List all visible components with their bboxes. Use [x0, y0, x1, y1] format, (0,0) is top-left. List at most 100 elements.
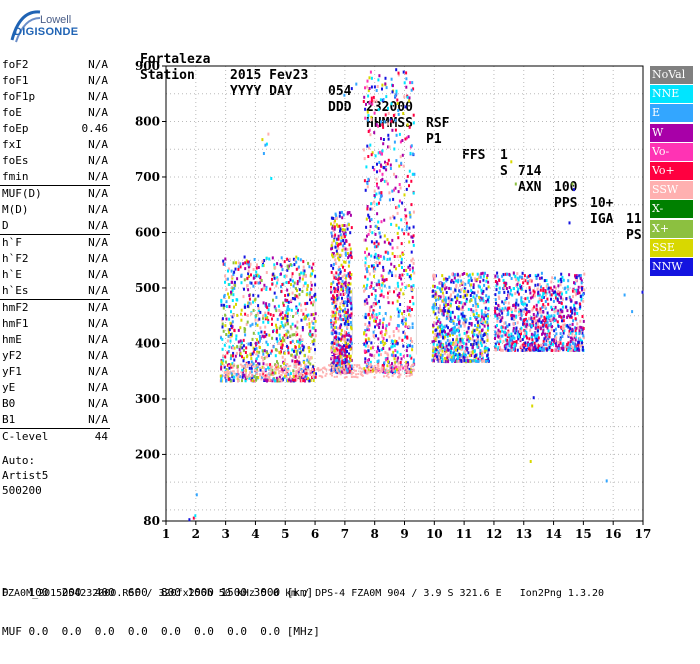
echo-point-0 [297, 257, 300, 261]
echo-point-3 [432, 284, 435, 288]
echo-point-4 [518, 312, 521, 316]
echo-point-1 [341, 296, 343, 300]
echo-point-0 [232, 272, 235, 276]
echo-point-1 [335, 340, 338, 344]
echo-point-2 [370, 202, 373, 206]
echo-point-0 [282, 301, 285, 305]
echo-point-4 [494, 309, 497, 313]
y-tick-label: 800 [135, 114, 160, 128]
echo-point-4 [563, 314, 565, 318]
echo-point-4 [517, 332, 520, 336]
echo-point-4 [577, 340, 580, 344]
echo-point-2 [381, 123, 384, 127]
echo-point-0 [273, 371, 276, 375]
echo-point-3 [486, 338, 489, 342]
echo-point-4 [532, 289, 535, 293]
echo-point-0 [284, 298, 287, 302]
echo-floor-point [355, 369, 357, 372]
echo-point-0 [231, 299, 234, 302]
echo-point-0 [296, 326, 299, 330]
hdr-label-station: Station [140, 68, 195, 83]
echo-point-3 [441, 332, 444, 336]
echo-point-1 [330, 290, 332, 294]
echo-point-2 [381, 325, 384, 329]
echo-point-4 [551, 338, 554, 342]
echo-point-1 [338, 277, 341, 281]
hdr-value-s: 1 [500, 148, 508, 163]
echo-point-4 [535, 319, 538, 323]
echo-point-2 [409, 314, 412, 318]
echo-point-2 [387, 122, 390, 126]
echo-point-3 [483, 349, 486, 353]
echo-point-3 [456, 348, 459, 352]
echo-point-2 [411, 344, 414, 348]
echo-point-4 [513, 336, 516, 340]
echo-point-1 [343, 273, 346, 277]
echo-point-4 [559, 341, 562, 345]
echo-point-4 [562, 323, 565, 327]
echo-floor-point [251, 365, 254, 368]
echo-point-2 [378, 150, 381, 154]
echo-point-1 [347, 293, 350, 297]
echo-point-4 [509, 292, 512, 296]
echo-point-2 [372, 95, 375, 99]
echo-point-0 [290, 327, 293, 331]
echo-point-3 [487, 307, 490, 311]
echo-point-1 [335, 325, 338, 329]
echo-point-1 [343, 228, 346, 232]
echo-point-3 [470, 359, 473, 363]
echo-point-4 [558, 301, 561, 304]
echo-point-3 [443, 359, 446, 363]
echo-point-1 [341, 350, 344, 354]
echo-point-2 [391, 362, 393, 366]
echo-point-3 [436, 319, 439, 323]
echo-point-0 [222, 306, 225, 310]
echo-point-2 [383, 179, 386, 183]
echo-point-4 [528, 288, 531, 292]
echo-point-2 [375, 240, 378, 244]
echo-point-2 [400, 261, 403, 265]
echo-point-0 [311, 320, 313, 324]
echo-point-1 [334, 296, 337, 300]
echo-point-3 [486, 320, 489, 324]
echo-point-2 [398, 199, 401, 203]
hdr-value-date: 2015 Fev23 [230, 68, 309, 83]
echo-point-3 [441, 330, 443, 334]
legend-item-nne: NNE [650, 85, 693, 104]
echo-point-0 [235, 351, 238, 355]
echo-point-0 [295, 374, 297, 378]
echo-point-0 [249, 302, 252, 306]
echo-point-3 [447, 303, 450, 306]
echo-point-3 [435, 328, 438, 332]
echo-point-4 [508, 294, 510, 298]
echo-point-4 [504, 333, 507, 337]
echo-point-3 [456, 273, 459, 277]
echo-point-4 [542, 328, 545, 332]
echo-point-2 [406, 335, 409, 339]
echo-point-2 [368, 272, 371, 276]
echo-point-2 [402, 164, 405, 168]
echo-point-4 [543, 347, 545, 351]
echo-point-2 [390, 222, 393, 226]
echo-point-4 [514, 274, 517, 278]
param-row: hmE N/A [2, 333, 108, 347]
echo-floor-point [302, 375, 305, 378]
echo-point-2 [409, 81, 412, 85]
echo-point-4 [522, 308, 525, 312]
echo-floor-point [370, 367, 373, 370]
echo-point-0 [229, 321, 232, 325]
echo-point-0 [268, 375, 271, 379]
echo-point-2 [375, 370, 378, 374]
echo-point-3 [431, 358, 434, 362]
echo-point-0 [255, 357, 258, 361]
echo-point-4 [526, 275, 529, 279]
echo-point-2 [371, 165, 374, 169]
echo-point-4 [516, 272, 519, 276]
echo-point-2 [368, 215, 371, 219]
echo-point-4 [574, 347, 576, 351]
echo-point-2 [397, 109, 400, 112]
echo-point-2 [364, 238, 367, 242]
echo-point-0 [233, 375, 236, 379]
echo-point-0 [295, 352, 298, 356]
echo-point-4 [519, 316, 522, 320]
